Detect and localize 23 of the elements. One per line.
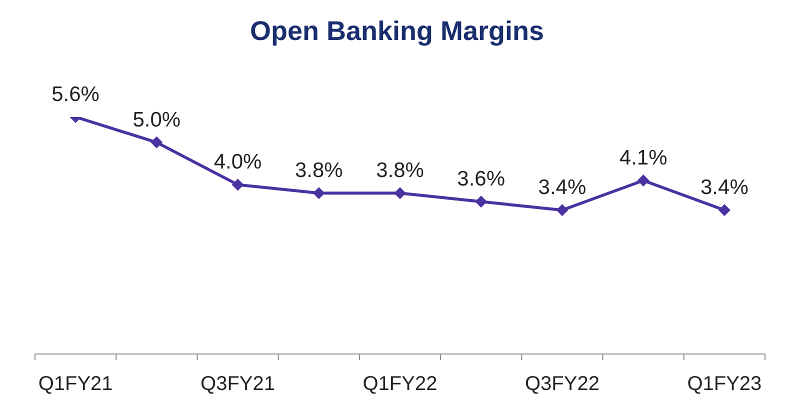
data-label: 3.4% xyxy=(538,176,586,200)
data-label: 5.0% xyxy=(132,108,181,132)
point xyxy=(312,187,325,200)
data-label: 3.4% xyxy=(700,176,748,200)
x-tick-label: Q3FY22 xyxy=(524,373,600,395)
data-label: 3.8% xyxy=(294,159,343,182)
point xyxy=(150,136,163,148)
x-tick-label: Q3FY21 xyxy=(200,373,276,395)
point xyxy=(232,178,244,191)
point xyxy=(556,204,568,216)
data-label: 4.0% xyxy=(214,150,262,174)
x-tick-label: Q1FY22 xyxy=(362,373,438,395)
point xyxy=(394,187,406,200)
point xyxy=(475,196,488,208)
data-label: 5.6% xyxy=(52,83,100,106)
point xyxy=(718,204,730,216)
x-tick-label: Q1FY21 xyxy=(38,373,113,395)
data-label: 3.8% xyxy=(376,159,424,182)
data-label: 3.6% xyxy=(457,168,506,191)
chart-title: Open Banking Margins xyxy=(248,16,546,47)
point xyxy=(637,174,650,186)
data-label: 4.1% xyxy=(619,146,668,170)
x-tick-label: Q1FY23 xyxy=(687,373,762,395)
